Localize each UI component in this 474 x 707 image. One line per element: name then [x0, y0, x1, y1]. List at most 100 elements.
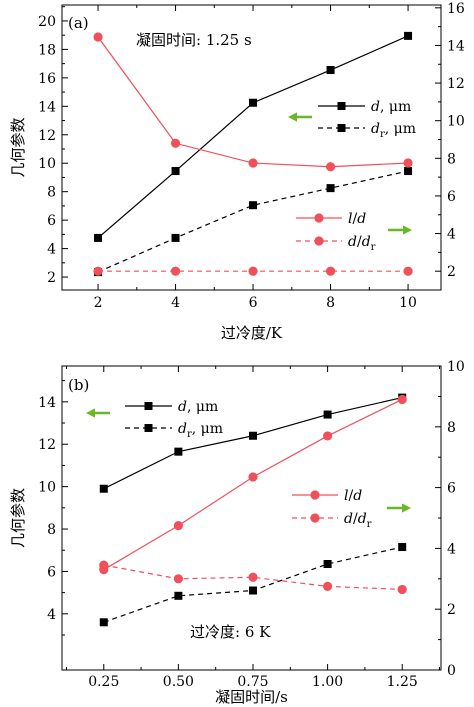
legend-label-part: , μm — [192, 421, 223, 437]
series-point-a-2 — [248, 158, 258, 168]
series-point-a-3 — [403, 266, 413, 276]
legend-label: d, μm — [178, 399, 218, 415]
legend-label-part: r — [371, 242, 376, 253]
axis-arrow-right — [388, 225, 412, 235]
series-point-a-3 — [93, 266, 103, 276]
series-line-b-1 — [103, 546, 403, 623]
y-tick-label: 4 — [47, 242, 56, 258]
series-point-a-3 — [170, 266, 181, 276]
legend-label: d/dr — [348, 234, 376, 253]
y-tick-label: 12 — [38, 128, 56, 144]
legend-label-part: d — [344, 511, 353, 527]
legend-label-part: d — [371, 99, 380, 115]
plot-frame-a — [61, 4, 442, 291]
y-tick-label: 14 — [38, 395, 56, 411]
legend-marker — [314, 236, 324, 246]
series-point-a-0 — [326, 66, 335, 75]
legend-label: dr, μm — [371, 121, 416, 140]
legend-label-part: d — [178, 421, 187, 437]
series-point-b-0 — [174, 447, 183, 456]
legend-label-part: l — [344, 488, 348, 504]
series-point-a-0 — [404, 31, 413, 40]
legend-label-part: l — [348, 211, 352, 227]
legend-marker — [337, 102, 346, 110]
x-tick-label: 1.25 — [387, 674, 418, 690]
y-tick-label: 4 — [47, 607, 56, 623]
y2-tick-label: 8 — [447, 420, 456, 436]
series-point-a-1 — [171, 233, 180, 242]
y2-tick-label: 2 — [447, 602, 456, 618]
series-point-b-2 — [322, 431, 333, 441]
legend-label-part: , μm — [380, 99, 411, 115]
series-point-b-3 — [99, 560, 109, 570]
series-point-a-0 — [249, 98, 258, 107]
series-point-b-0 — [99, 484, 108, 493]
legend-label-part: d — [348, 234, 357, 250]
legend-marker — [314, 213, 324, 223]
panel-label: (a) — [68, 14, 89, 32]
legend-label-part: d — [178, 399, 187, 415]
y2-tick-label: 12 — [447, 76, 465, 92]
x-tick-label: 10 — [399, 295, 417, 311]
y-tick-label: 6 — [47, 213, 56, 229]
axis-arrow-left — [288, 112, 312, 122]
x-tick-label: 2 — [94, 295, 103, 311]
y-tick-label: 2 — [47, 270, 56, 286]
axis-arrow-left — [86, 408, 110, 418]
legend-label-part: r — [187, 429, 192, 440]
x-tick-label: 0.75 — [237, 674, 268, 690]
y-axis-title: 几何参数 — [9, 488, 27, 548]
legend-marker — [310, 490, 320, 500]
panel-annotation: 凝固时间: 1.25 s — [136, 31, 252, 49]
y2-tick-label: 6 — [447, 189, 456, 205]
y-tick-label: 20 — [38, 14, 56, 30]
x-tick-label: 0.50 — [163, 674, 194, 690]
y2-tick-label: 8 — [447, 151, 456, 167]
y2-tick-label: 10 — [447, 114, 465, 130]
legend-label-part: , μm — [187, 399, 218, 415]
legend-label-part: , μm — [385, 121, 416, 137]
legend-label-part: r — [380, 129, 385, 140]
y2-tick-label: 2 — [447, 264, 456, 280]
y-tick-label: 8 — [47, 522, 56, 538]
series-point-b-1 — [99, 618, 108, 627]
series-point-a-0 — [94, 233, 103, 242]
x-axis-title: 凝固时间/s — [215, 688, 288, 706]
y2-tick-label: 4 — [447, 227, 456, 243]
y2-tick-label: 4 — [447, 541, 456, 557]
y2-tick-label: 6 — [447, 481, 456, 497]
series-point-a-3 — [248, 266, 258, 276]
series-point-a-1 — [404, 167, 413, 176]
series-point-b-3 — [248, 572, 258, 582]
x-tick-label: 1.00 — [312, 674, 343, 690]
legend-label: l/d — [348, 211, 366, 227]
x-tick-label: 4 — [171, 295, 180, 311]
y-tick-label: 16 — [38, 71, 56, 87]
series-point-a-3 — [325, 266, 336, 276]
y2-tick-label: 16 — [447, 1, 465, 17]
y-tick-label: 10 — [38, 480, 56, 496]
legend-label-part: / — [353, 511, 358, 527]
y2-tick-label: 14 — [447, 38, 465, 54]
x-tick-label: 6 — [249, 295, 258, 311]
panel-label: (b) — [68, 376, 89, 394]
legend-label-part: / — [357, 234, 362, 250]
legend-label-part: / — [352, 211, 357, 227]
legend-label-part: d — [371, 121, 380, 137]
series-point-b-0 — [323, 410, 332, 419]
series-point-b-3 — [173, 574, 183, 584]
series-point-b-3 — [397, 584, 407, 595]
series-line-a-1 — [97, 170, 409, 273]
axis-arrow-right — [387, 503, 411, 513]
y-tick-label: 12 — [38, 437, 56, 453]
y-tick-label: 8 — [47, 185, 56, 201]
legend-label-part: d — [353, 488, 362, 504]
y-tick-label: 14 — [38, 99, 56, 115]
series-point-b-0 — [248, 431, 257, 440]
legend-label: d/dr — [344, 511, 372, 530]
series-point-a-2 — [403, 158, 413, 168]
y2-tick-label: 10 — [447, 359, 465, 375]
